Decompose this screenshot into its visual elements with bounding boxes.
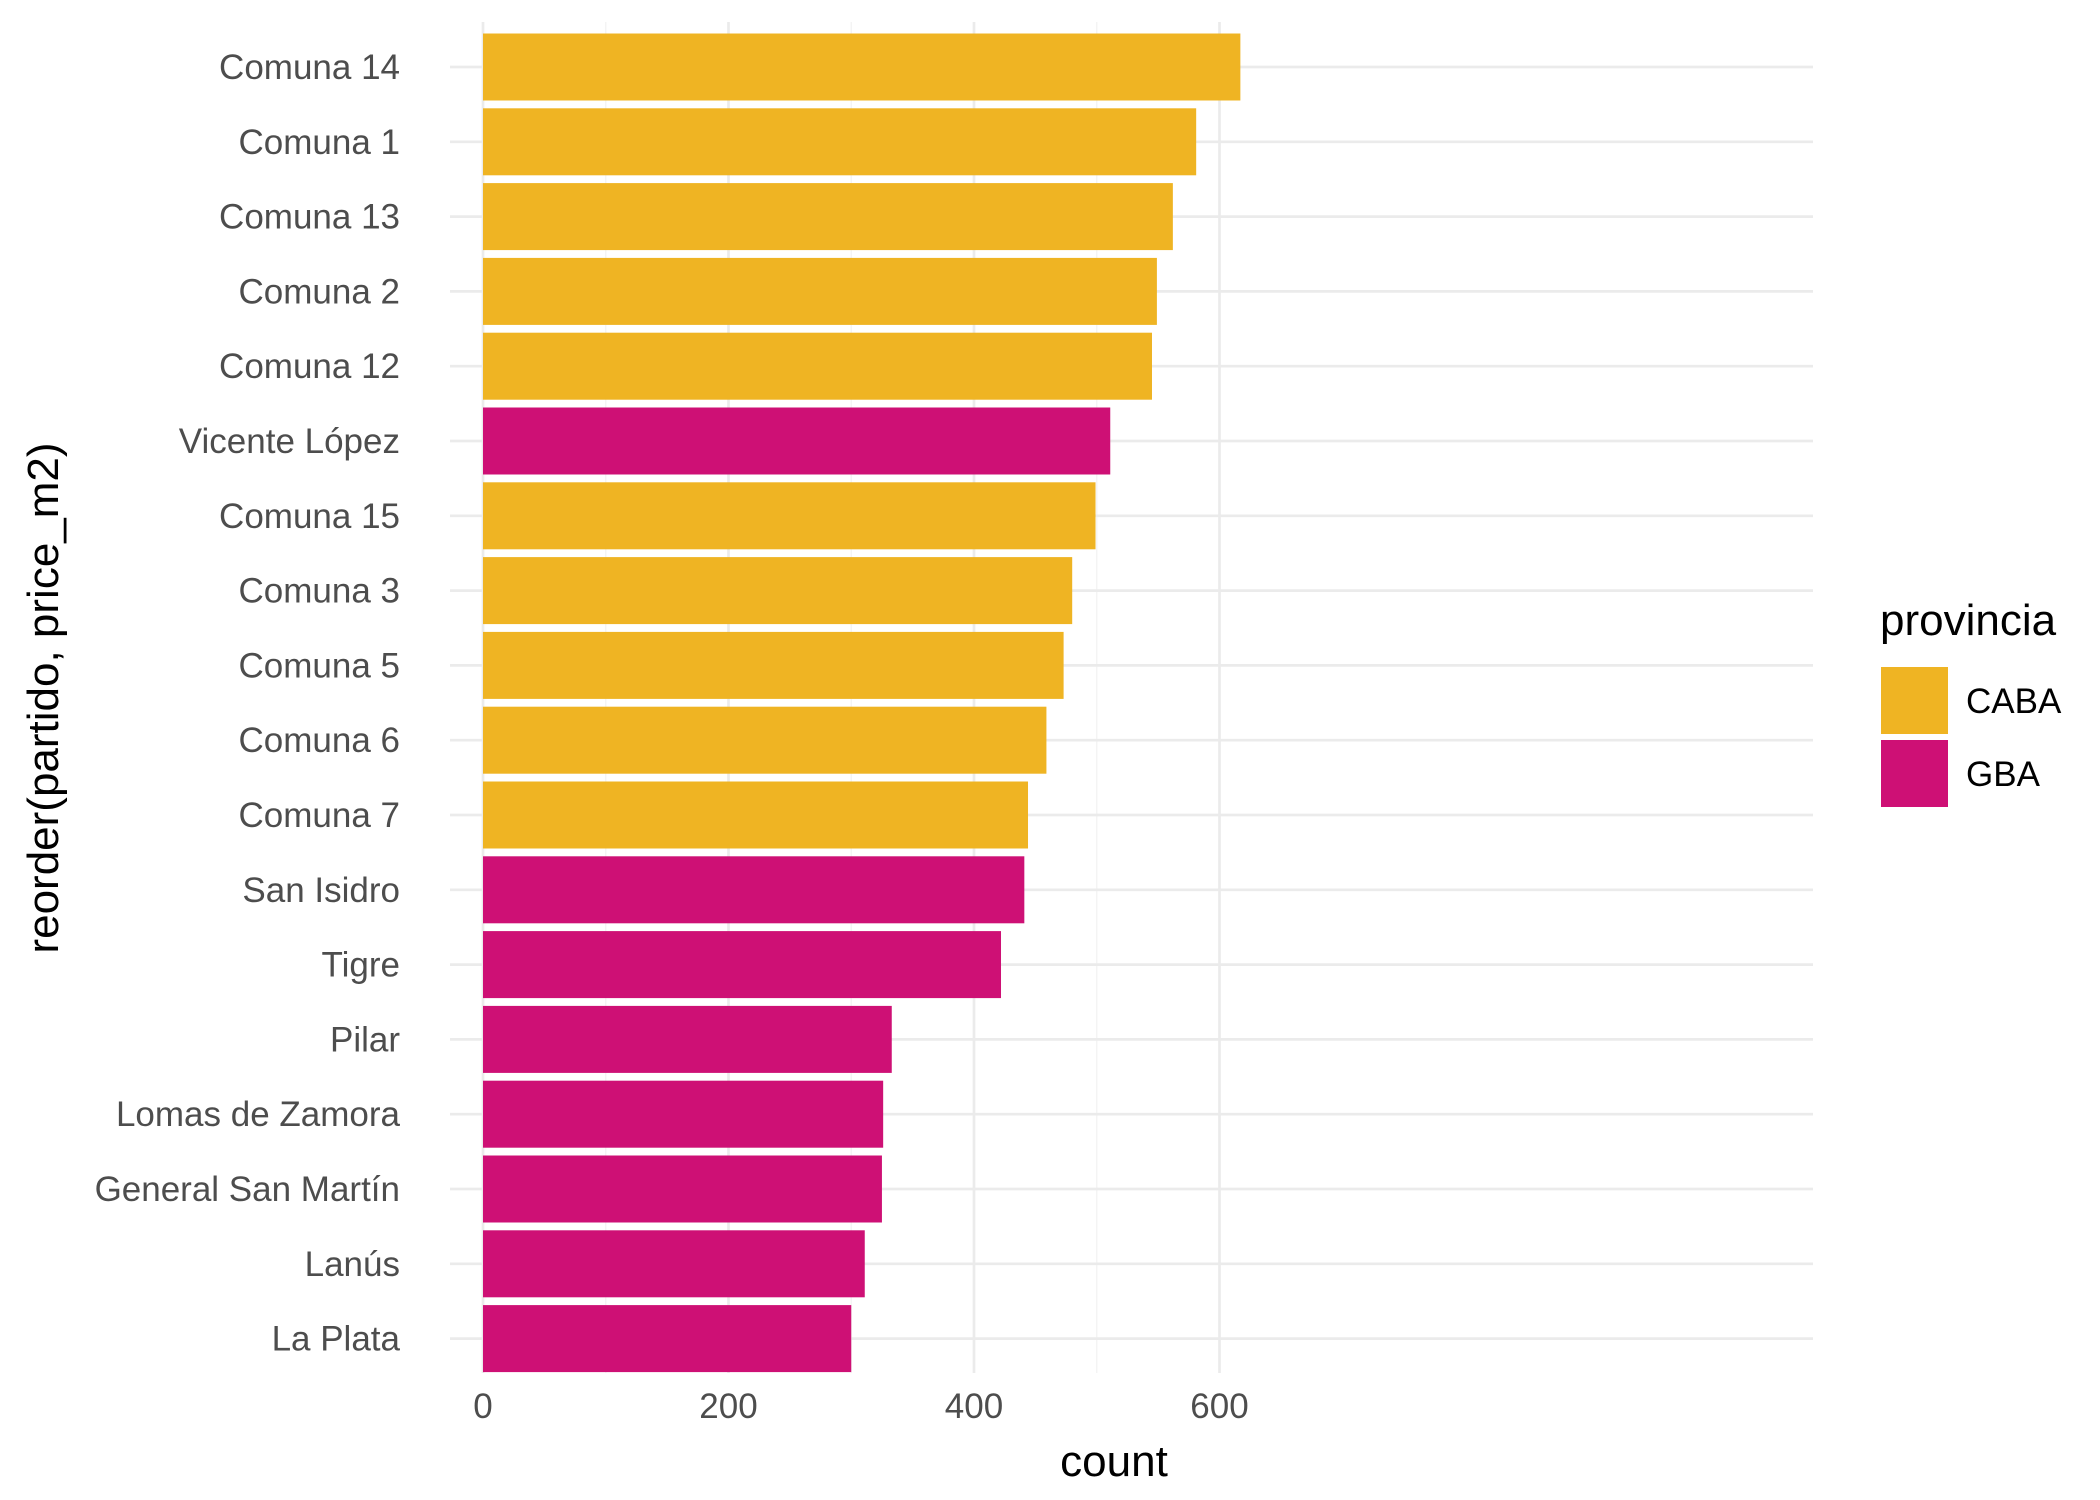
bar bbox=[483, 482, 1096, 550]
bar bbox=[483, 1230, 865, 1298]
x-tick-label: 400 bbox=[945, 1387, 1003, 1426]
category-label: Comuna 14 bbox=[219, 48, 400, 87]
category-label: San Isidro bbox=[242, 871, 400, 910]
bar bbox=[483, 706, 1047, 774]
category-label: Comuna 3 bbox=[239, 572, 400, 611]
bar bbox=[483, 33, 1241, 101]
category-label: Comuna 13 bbox=[219, 198, 400, 237]
x-axis-title: count bbox=[1060, 1437, 1168, 1486]
bar bbox=[483, 781, 1029, 849]
bar bbox=[483, 1305, 852, 1373]
category-label: Comuna 2 bbox=[239, 272, 400, 311]
legend-label: GBA bbox=[1966, 755, 2041, 794]
bar bbox=[483, 557, 1073, 625]
legend-key bbox=[1881, 740, 1948, 807]
bar bbox=[483, 108, 1197, 176]
category-label: Pilar bbox=[330, 1020, 400, 1059]
bar bbox=[483, 931, 1002, 999]
category-label: Vicente López bbox=[179, 422, 400, 461]
y-axis-title: reorder(partido, price_m2) bbox=[19, 442, 68, 953]
category-label: Comuna 15 bbox=[219, 497, 400, 536]
x-tick-label: 200 bbox=[699, 1387, 757, 1426]
category-label: General San Martín bbox=[95, 1170, 400, 1209]
bars-layer bbox=[483, 33, 1241, 1373]
category-label: Lomas de Zamora bbox=[116, 1095, 401, 1134]
legend-key bbox=[1881, 667, 1948, 734]
category-label: Comuna 1 bbox=[239, 123, 400, 162]
bar bbox=[483, 257, 1157, 325]
legend-label: CABA bbox=[1966, 682, 2062, 721]
category-labels: Comuna 14 Comuna 1 Comuna 13 Comuna 2 Comuna… bbox=[95, 48, 401, 1359]
bar bbox=[483, 856, 1025, 924]
category-label: Comuna 7 bbox=[239, 796, 400, 835]
bar bbox=[483, 183, 1173, 251]
category-label: La Plata bbox=[272, 1320, 401, 1359]
x-tick-label: 600 bbox=[1190, 1387, 1248, 1426]
category-label: Lanús bbox=[305, 1245, 400, 1284]
category-label: Comuna 12 bbox=[219, 347, 400, 386]
bar bbox=[483, 1080, 884, 1148]
x-tick-label: 0 bbox=[473, 1387, 492, 1426]
category-label: Tigre bbox=[322, 946, 400, 985]
bar bbox=[483, 1005, 892, 1073]
legend-title: provincia bbox=[1880, 596, 2057, 645]
legend-items: CABA GBA bbox=[1881, 667, 2062, 807]
category-label: Comuna 6 bbox=[239, 721, 400, 760]
category-label: Comuna 5 bbox=[239, 646, 400, 685]
bar bbox=[483, 332, 1152, 400]
bar bbox=[483, 407, 1111, 475]
bar bbox=[483, 631, 1064, 699]
x-tick-labels: 0 200 400 600 bbox=[473, 1387, 1248, 1426]
legend: provincia CABA GBA bbox=[1880, 596, 2062, 807]
bar bbox=[483, 1155, 882, 1223]
